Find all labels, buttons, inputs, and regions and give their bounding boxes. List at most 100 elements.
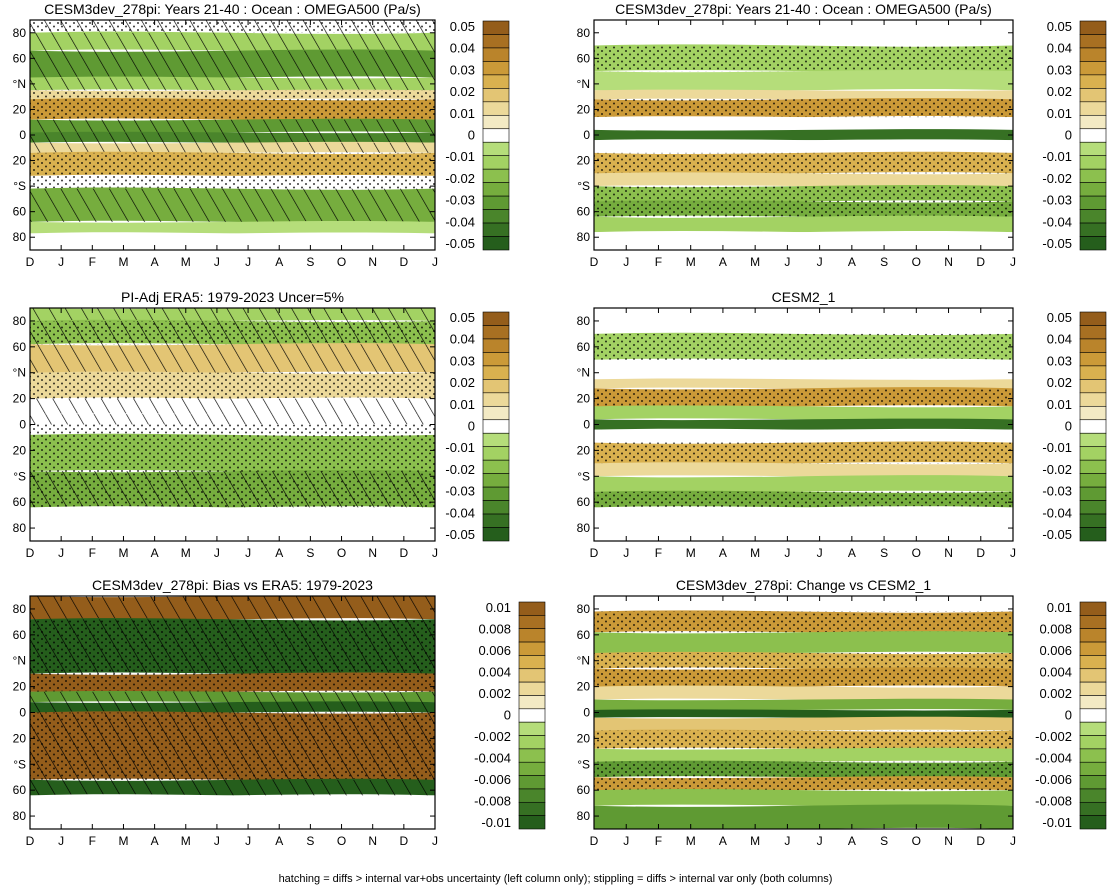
stippling-region bbox=[594, 45, 1013, 72]
panel-title: CESM3dev_278pi: Bias vs ERA5: 1979-2023 bbox=[92, 577, 373, 593]
colorbar-label: 0.008 bbox=[478, 622, 511, 637]
colorbar-swatch bbox=[482, 155, 510, 170]
x-tick-label: A bbox=[848, 834, 856, 848]
x-tick-label: M bbox=[181, 255, 191, 269]
y-tick-label: °N bbox=[577, 77, 590, 91]
data-band bbox=[594, 139, 1013, 154]
data-band bbox=[594, 418, 1013, 431]
colorbar-label: 0.02 bbox=[450, 84, 475, 99]
colorbar-swatch bbox=[1079, 721, 1107, 736]
field bbox=[30, 308, 435, 541]
y-tick-label: 0 bbox=[583, 706, 590, 720]
colorbar-swatch bbox=[482, 128, 510, 143]
colorbar-swatch bbox=[482, 311, 510, 326]
x-tick-label: O bbox=[912, 834, 921, 848]
colorbar-label: -0.004 bbox=[474, 751, 511, 766]
chart-panel-1: CESM3dev_278pi: Years 21-40 : Ocean : OM… bbox=[13, 1, 510, 269]
y-tick-label: 20 bbox=[13, 102, 27, 116]
colorbar-label: -0.01 bbox=[445, 149, 475, 164]
colorbar-swatch bbox=[482, 527, 510, 542]
data-band bbox=[594, 116, 1013, 131]
hatching-region bbox=[30, 119, 435, 133]
y-tick-label: 60 bbox=[13, 51, 27, 65]
data-band bbox=[594, 716, 1013, 732]
x-tick-label: A bbox=[275, 255, 283, 269]
panel-title: CESM3dev_278pi: Years 21-40 : Ocean : OM… bbox=[44, 1, 421, 17]
colorbar-swatch bbox=[1079, 365, 1107, 380]
data-band bbox=[594, 709, 1013, 719]
colorbar-swatch bbox=[1079, 209, 1107, 224]
colorbar-swatch bbox=[1079, 325, 1107, 340]
colorbar-label: 0.008 bbox=[1039, 622, 1072, 637]
colorbar-label: 0 bbox=[504, 708, 511, 723]
colorbar-label: -0.05 bbox=[1042, 527, 1072, 542]
stippling-region bbox=[594, 442, 1013, 464]
y-tick-label: 80 bbox=[13, 230, 27, 244]
data-band bbox=[594, 69, 1013, 92]
x-tick-label: J bbox=[623, 834, 629, 848]
data-band bbox=[594, 378, 1013, 389]
y-tick-label: 60 bbox=[577, 495, 591, 509]
stippling-region bbox=[30, 673, 435, 692]
y-tick-label: 20 bbox=[13, 443, 27, 457]
y-tick-label: 60 bbox=[13, 783, 27, 797]
data-band bbox=[594, 596, 1013, 613]
colorbar-swatch bbox=[1079, 527, 1107, 542]
colorbar: 0.05 0.04 0.03 0.02 0.01 0 -0.01 -0.02 -0.03 -0.0… bbox=[1042, 19, 1107, 251]
colorbar-swatch bbox=[1079, 141, 1107, 157]
colorbar-label: -0.03 bbox=[1042, 193, 1072, 208]
x-tick-label: M bbox=[750, 255, 760, 269]
colorbar-swatch bbox=[1079, 195, 1107, 210]
colorbar-swatch bbox=[1079, 628, 1107, 643]
colorbar-swatch bbox=[1079, 405, 1107, 421]
x-tick-label: A bbox=[151, 255, 159, 269]
colorbar-swatch bbox=[1079, 88, 1107, 103]
colorbar-label: 0.006 bbox=[478, 643, 511, 658]
y-tick-label: 60 bbox=[13, 495, 27, 509]
x-tick-label: A bbox=[719, 255, 727, 269]
x-tick-label: A bbox=[719, 546, 727, 560]
y-tick-label: 20 bbox=[13, 392, 27, 406]
colorbar-swatch bbox=[482, 473, 510, 488]
chart-panel-6: CESM3dev_278pi: Change vs CESM2_1 D J F M A M J… bbox=[577, 577, 1107, 848]
y-tick-label: 80 bbox=[13, 314, 27, 328]
y-tick-label: 60 bbox=[577, 628, 591, 642]
colorbar-label: -0.002 bbox=[1035, 729, 1072, 744]
colorbar-label: 0.004 bbox=[1039, 665, 1072, 680]
stippling-region bbox=[594, 388, 1013, 407]
x-tick-label: N bbox=[944, 546, 953, 560]
x-tick-label: J bbox=[214, 546, 220, 560]
x-tick-label: J bbox=[784, 255, 790, 269]
data-band bbox=[594, 172, 1013, 188]
colorbar-swatch bbox=[518, 695, 546, 710]
colorbar-swatch bbox=[1079, 182, 1107, 197]
data-band bbox=[594, 20, 1013, 47]
colorbar-swatch bbox=[482, 222, 510, 237]
x-tick-label: J bbox=[1010, 546, 1016, 560]
colorbar-label: 0.02 bbox=[450, 375, 475, 390]
colorbar-swatch bbox=[482, 432, 510, 448]
colorbar-label: 0.04 bbox=[1047, 332, 1072, 347]
x-tick-label: F bbox=[655, 834, 662, 848]
y-tick-label: 80 bbox=[577, 230, 591, 244]
colorbar: 0.05 0.04 0.03 0.02 0.01 0 -0.01 -0.02 -0.03 -0.0… bbox=[445, 19, 510, 251]
colorbar-label: -0.05 bbox=[445, 527, 475, 542]
colorbar-swatch bbox=[518, 708, 546, 723]
colorbar-swatch bbox=[1079, 655, 1107, 670]
colorbar-swatch bbox=[1079, 695, 1107, 710]
colorbar-swatch bbox=[1079, 486, 1107, 501]
colorbar-label: -0.01 bbox=[1042, 815, 1072, 830]
x-tick-label: J bbox=[214, 834, 220, 848]
colorbar-label: 0.01 bbox=[450, 397, 475, 412]
colorbar-label: -0.01 bbox=[1042, 149, 1072, 164]
stippling-region bbox=[30, 90, 435, 100]
colorbar-label: 0.002 bbox=[478, 686, 511, 701]
colorbar-label: -0.04 bbox=[445, 214, 475, 229]
data-band bbox=[594, 475, 1013, 493]
colorbar-swatch bbox=[1079, 801, 1107, 816]
hatching-region bbox=[30, 188, 435, 222]
stippling-region bbox=[594, 99, 1013, 118]
colorbar-label: 0.05 bbox=[1047, 19, 1072, 34]
field bbox=[594, 308, 1013, 541]
x-tick-label: F bbox=[89, 834, 96, 848]
